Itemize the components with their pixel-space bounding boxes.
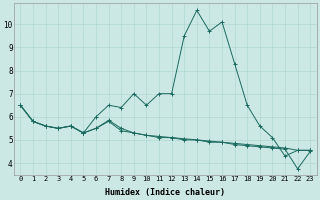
X-axis label: Humidex (Indice chaleur): Humidex (Indice chaleur) <box>105 188 225 197</box>
